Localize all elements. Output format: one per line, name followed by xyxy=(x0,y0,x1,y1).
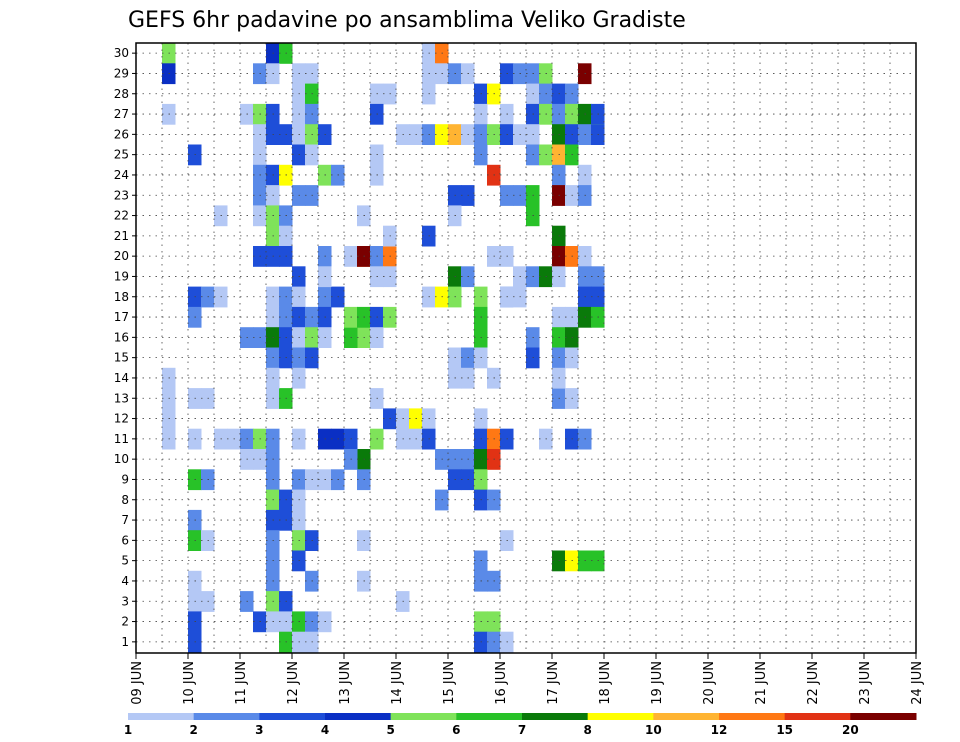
y-tick-label: 2 xyxy=(121,615,129,629)
colorbar-swatch xyxy=(784,713,851,720)
x-tick-label: 22 JUN xyxy=(806,661,821,705)
x-tick-label: 14 JUN xyxy=(390,661,405,705)
x-tick-label: 24 JUN xyxy=(910,661,925,705)
y-tick-label: 29 xyxy=(114,66,129,80)
x-tick-label: 20 JUN xyxy=(702,661,717,705)
colorbar-swatch xyxy=(456,713,523,720)
y-tick-label: 27 xyxy=(114,107,129,121)
x-tick-label: 13 JUN xyxy=(338,661,353,705)
y-tick-label: 14 xyxy=(114,371,129,385)
y-tick-label: 12 xyxy=(114,412,129,426)
x-tick-label: 09 JUN xyxy=(130,661,145,705)
colorbar-swatch xyxy=(653,713,720,720)
colorbar-swatch xyxy=(850,713,917,720)
y-axis: 1234567891011121314151617181920212223242… xyxy=(114,46,136,649)
x-tick-label: 17 JUN xyxy=(546,661,561,705)
y-tick-label: 25 xyxy=(114,148,129,162)
colorbar-swatch xyxy=(719,713,786,720)
y-tick-label: 1 xyxy=(121,635,129,649)
y-tick-label: 26 xyxy=(114,127,129,141)
y-tick-label: 17 xyxy=(114,310,129,324)
colorbar-label: 8 xyxy=(583,723,591,737)
x-tick-label: 16 JUN xyxy=(494,661,509,705)
x-tick-label: 21 JUN xyxy=(754,661,769,705)
y-tick-label: 30 xyxy=(114,46,129,60)
chart-title: GEFS 6hr padavine po ansamblima Veliko G… xyxy=(128,8,686,33)
colorbar-label: 3 xyxy=(255,723,263,737)
colorbar-swatch xyxy=(522,713,589,720)
colorbar-label: 7 xyxy=(518,723,526,737)
x-tick-label: 18 JUN xyxy=(598,661,613,705)
colorbar-swatch xyxy=(390,713,457,720)
y-tick-label: 3 xyxy=(121,594,129,608)
x-tick-label: 15 JUN xyxy=(442,661,457,705)
y-tick-label: 7 xyxy=(121,513,129,527)
colorbar-label: 12 xyxy=(711,723,728,737)
y-tick-label: 10 xyxy=(114,452,129,466)
colorbar-label: 20 xyxy=(842,723,859,737)
y-tick-label: 9 xyxy=(121,472,129,486)
y-tick-label: 24 xyxy=(114,168,129,182)
y-tick-label: 19 xyxy=(114,269,129,283)
y-tick-label: 20 xyxy=(114,249,129,263)
y-tick-label: 21 xyxy=(114,229,129,243)
x-axis: 09 JUN 10 JUN 11 JUN 12 JUN 13 JUN 14 JUN 15 J… xyxy=(130,653,925,705)
x-tick-label: 12 JUN xyxy=(286,661,301,705)
x-tick-label: 23 JUN xyxy=(858,661,873,705)
colorbar-swatch xyxy=(587,713,654,720)
x-tick-label: 19 JUN xyxy=(650,661,665,705)
colorbar-swatch xyxy=(128,713,195,720)
y-tick-label: 15 xyxy=(114,351,129,365)
plot-frame xyxy=(135,42,917,654)
colorbar-swatch xyxy=(259,713,326,720)
y-tick-label: 11 xyxy=(114,432,129,446)
x-tick-label: 10 JUN xyxy=(182,661,197,705)
colorbar-label: 6 xyxy=(452,723,460,737)
colorbar-label: 2 xyxy=(189,723,197,737)
colorbar-label: 1 xyxy=(124,723,132,737)
y-tick-label: 22 xyxy=(114,209,129,223)
x-tick-label: 11 JUN xyxy=(234,661,249,705)
colorbar-label: 4 xyxy=(321,723,329,737)
colorbar-legend: 1 2 3 4 5 6 7 8 10 12 15 20 xyxy=(124,713,917,737)
y-tick-label: 8 xyxy=(121,493,129,507)
y-tick-label: 16 xyxy=(114,330,129,344)
y-tick-label: 6 xyxy=(121,533,129,547)
colorbar-label: 15 xyxy=(776,723,793,737)
y-tick-label: 23 xyxy=(114,188,129,202)
y-tick-label: 4 xyxy=(121,574,129,588)
y-tick-label: 28 xyxy=(114,87,129,101)
colorbar-label: 5 xyxy=(386,723,394,737)
y-tick-label: 13 xyxy=(114,391,129,405)
colorbar-label: 10 xyxy=(645,723,662,737)
y-tick-label: 5 xyxy=(121,554,129,568)
colorbar-swatch xyxy=(325,713,392,720)
y-tick-label: 18 xyxy=(114,290,129,304)
colorbar-swatch xyxy=(193,713,260,720)
